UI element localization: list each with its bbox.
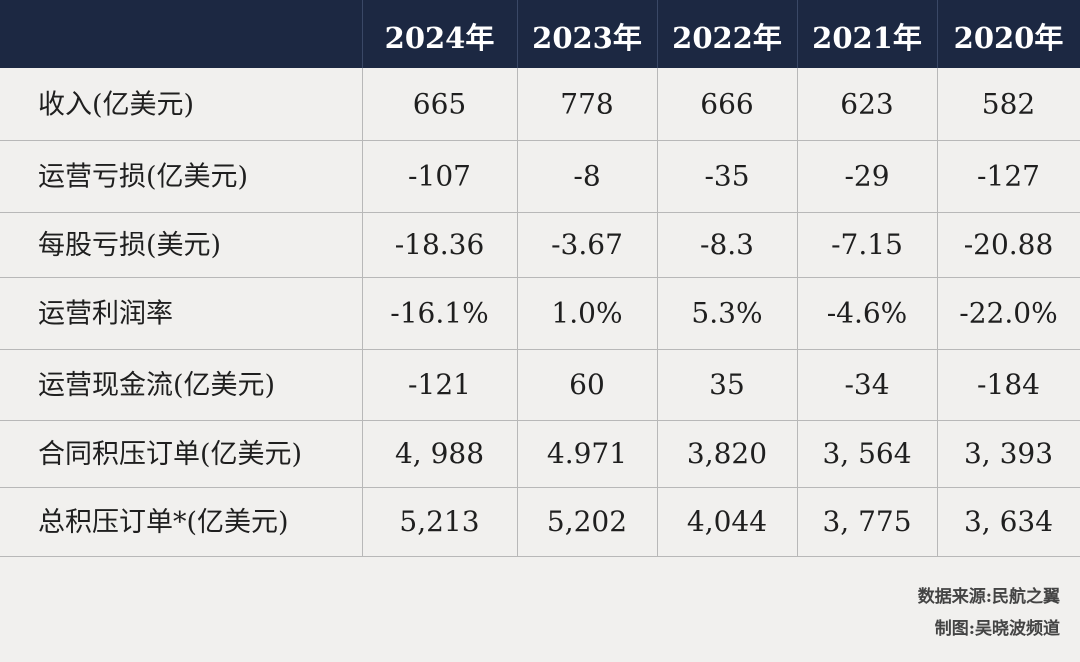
table-cell: 5,202	[547, 505, 627, 538]
column-header: 2022年	[672, 21, 782, 55]
column-header: 2020年	[954, 21, 1064, 55]
table-cell: 3, 393	[964, 437, 1053, 470]
data-source-note: 数据来源:民航之翼	[917, 587, 1060, 607]
table-cell: 5.3%	[691, 297, 762, 330]
table-cell: 60	[569, 368, 605, 401]
table-cell: -29	[844, 160, 889, 193]
table-cell: -121	[408, 368, 471, 401]
table-cell: 778	[560, 88, 613, 121]
table-cell: -22.0%	[959, 297, 1057, 330]
table-cell: -18.36	[395, 228, 485, 261]
chart-maker-note: 制图:吴晓波频道	[934, 619, 1060, 639]
row-label: 每股亏损(美元)	[38, 230, 221, 261]
table-cell: -8.3	[700, 228, 754, 261]
table-header-bg	[0, 0, 1080, 68]
column-header: 2023年	[532, 21, 642, 55]
table-cell: -20.88	[964, 228, 1054, 261]
table-cell: 1.0%	[551, 297, 622, 330]
row-label: 运营利润率	[38, 299, 173, 330]
row-label: 合同积压订单(亿美元)	[38, 439, 302, 470]
row-label: 总积压订单*(亿美元)	[38, 507, 289, 538]
table-cell: -4.6%	[827, 297, 908, 330]
table-cell: 665	[413, 88, 466, 121]
table-cell: 4, 988	[395, 437, 484, 470]
table-cell: -127	[977, 160, 1040, 193]
table-cell: 3, 564	[822, 437, 911, 470]
table-cell: 3, 775	[822, 505, 911, 538]
table-cell: 5,213	[399, 505, 479, 538]
table-cell: -7.15	[831, 228, 903, 261]
table-cell: -35	[704, 160, 749, 193]
table-cell: 3, 634	[964, 505, 1053, 538]
table-cell: -3.67	[551, 228, 623, 261]
table-cell: 4.971	[547, 437, 627, 470]
table-cell: 623	[840, 88, 893, 121]
table-cell: -16.1%	[390, 297, 488, 330]
column-header: 2021年	[812, 21, 922, 55]
table-cell: -34	[844, 368, 889, 401]
row-label: 运营现金流(亿美元)	[38, 370, 275, 401]
table-cell: 666	[700, 88, 753, 121]
table-cell: -184	[977, 368, 1040, 401]
row-label: 运营亏损(亿美元)	[38, 162, 248, 193]
table-cell: 3,820	[687, 437, 767, 470]
table-cell: -8	[573, 160, 600, 193]
table-cell: 35	[709, 368, 745, 401]
table-cell: 582	[982, 88, 1035, 121]
table-cell: 4,044	[687, 505, 767, 538]
row-label: 收入(亿美元)	[38, 90, 194, 121]
column-header: 2024年	[385, 21, 495, 55]
table-cell: -107	[408, 160, 471, 193]
